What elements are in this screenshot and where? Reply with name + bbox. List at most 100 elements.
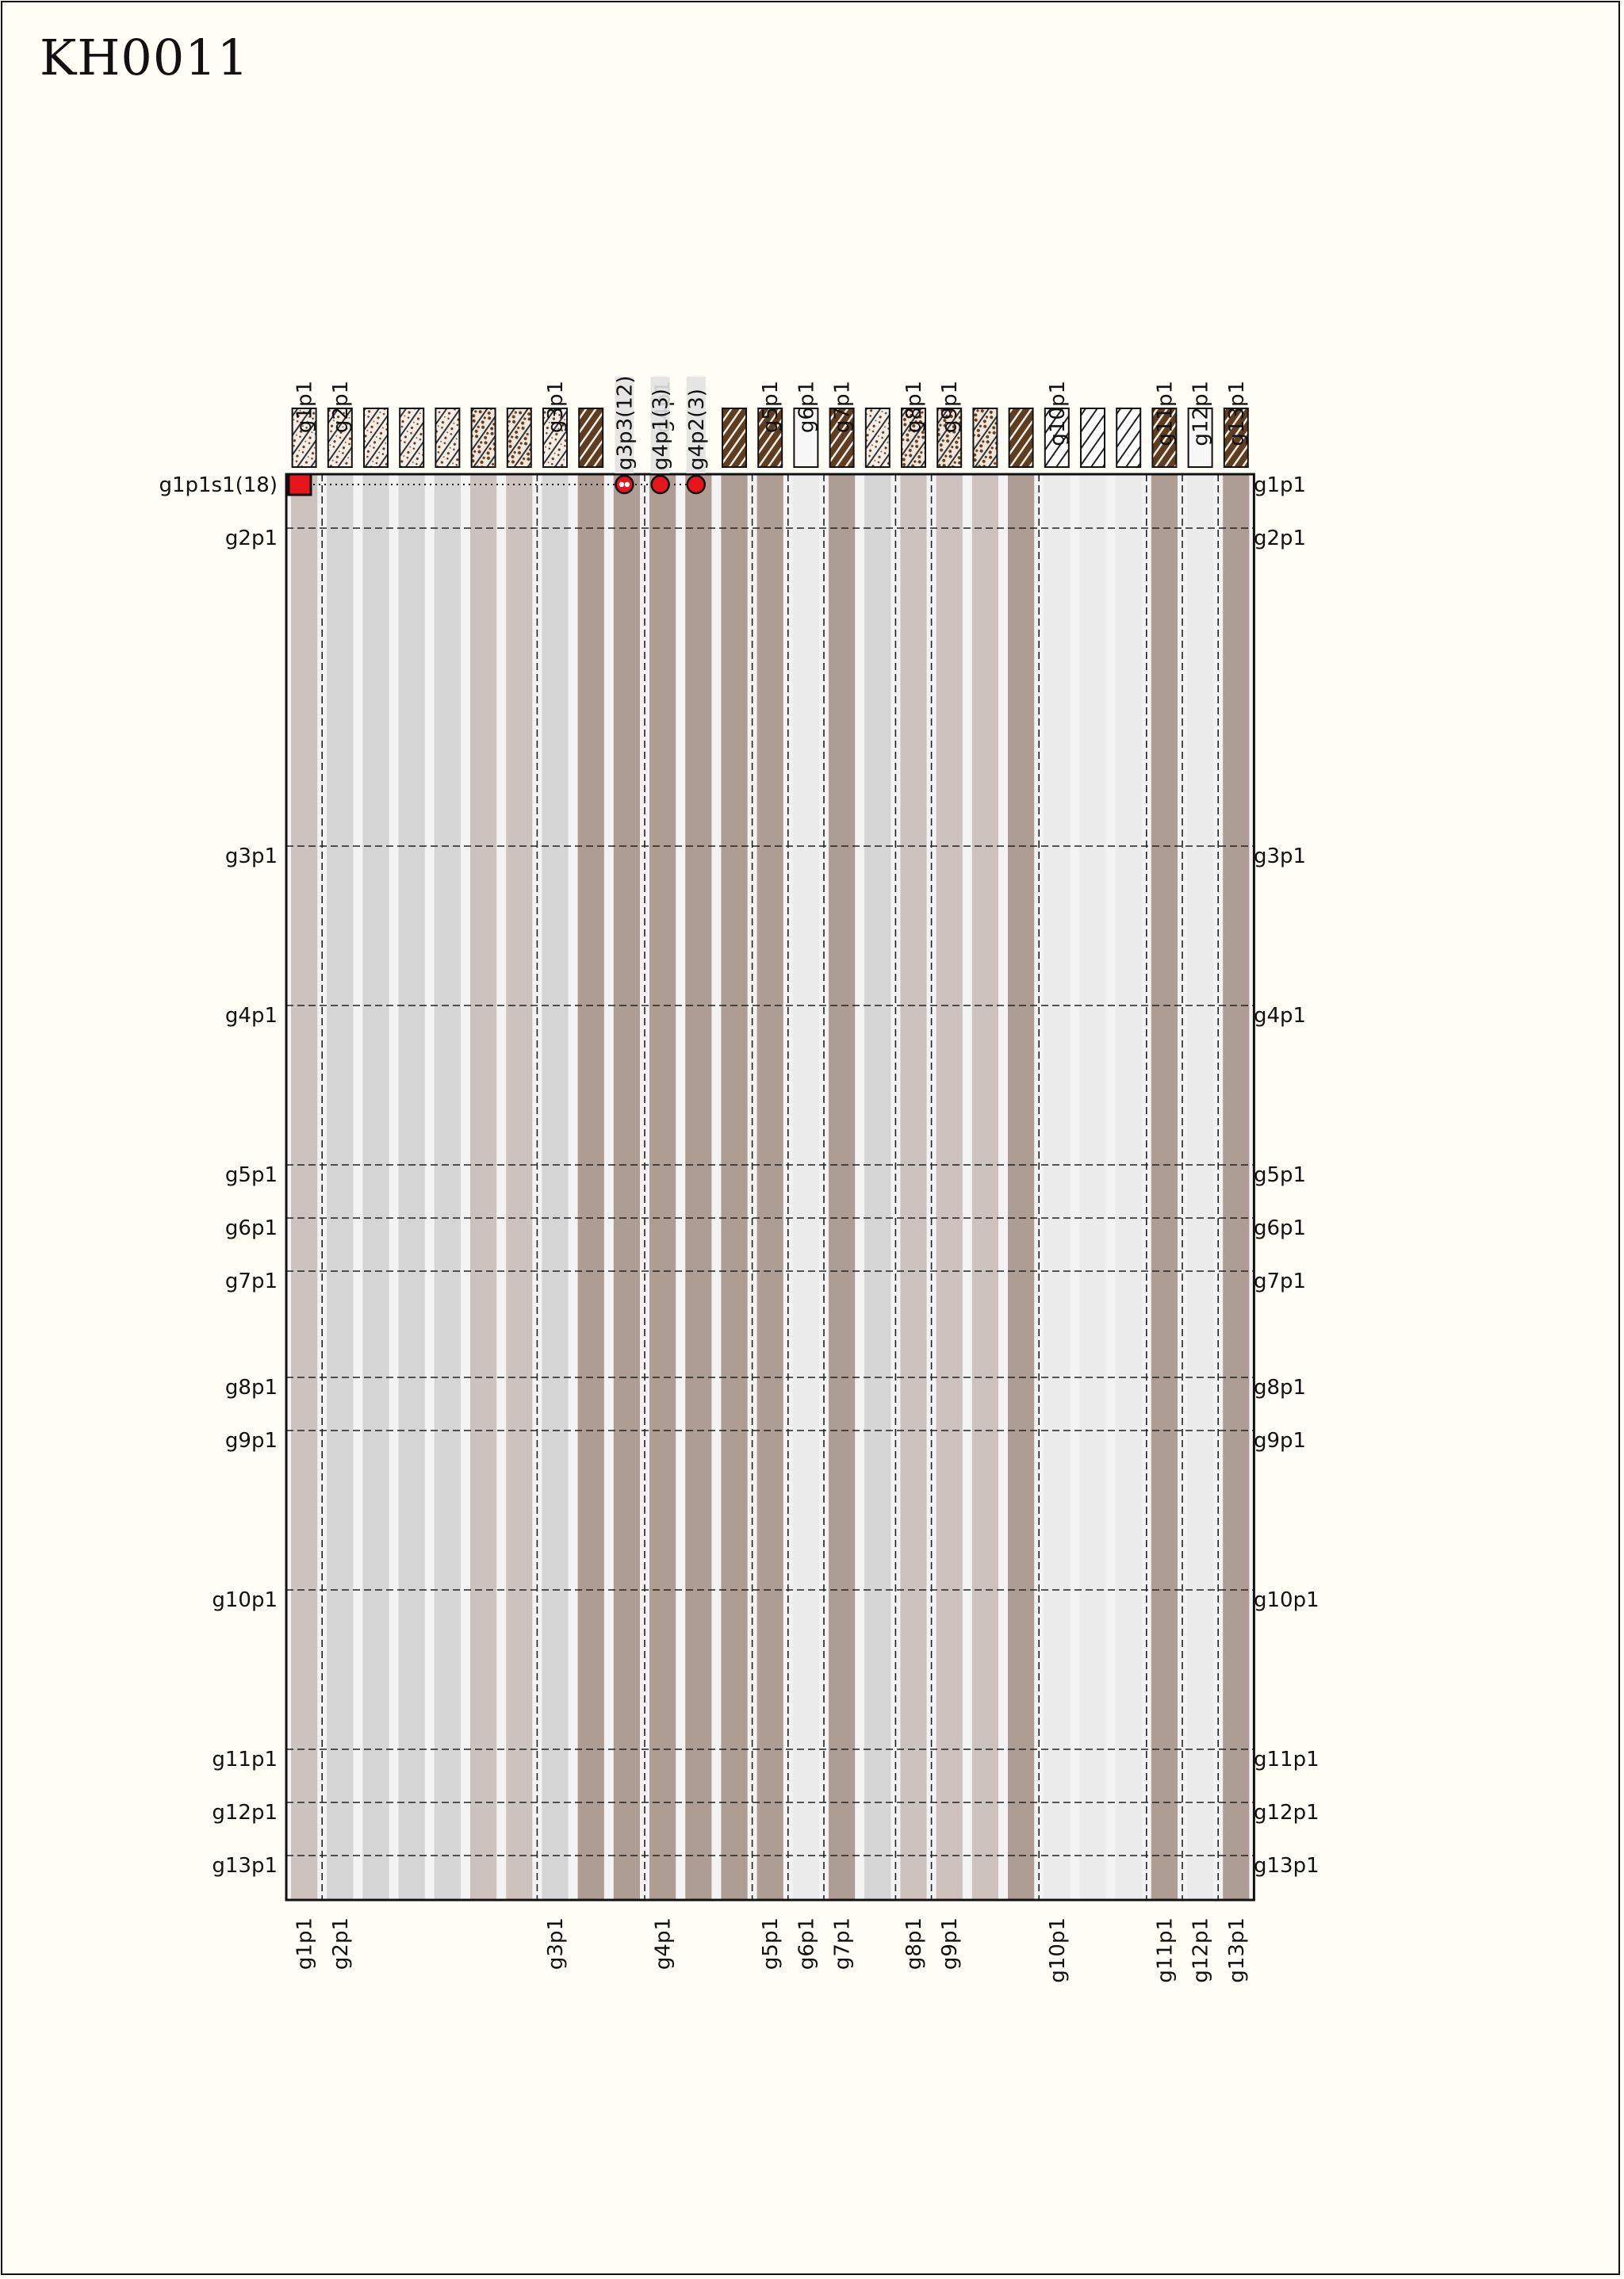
top-row-label: g1p1s1(18) [159,473,278,497]
row-labels-right: g1p1 g2p1 g3p1 g4p1 g5p1 g6p1 g7p1 g8p1 g9p1 g10p… [1254,473,1320,1878]
column-label-bottom: g5p1 [759,1917,783,1970]
column-band [577,474,604,1900]
column-swatch [291,408,317,468]
page-title: KH0011 [40,29,250,86]
column-swatch [1008,408,1034,468]
column-swatch [793,408,819,468]
column-swatch [1223,408,1249,468]
column-swatches [291,408,1249,468]
row-label-left: g12p1 [212,1801,278,1825]
column-swatch [864,408,891,468]
column-label-top: g2p1 [329,381,353,433]
column-band [792,474,819,1900]
column-band [936,474,963,1900]
circle-marker [615,474,634,495]
column-band [649,474,676,1900]
column-swatch [1080,408,1105,468]
row-label-right: g6p1 [1254,1216,1306,1240]
column-band [900,474,927,1900]
column-label-top: g10p1 [1046,381,1070,446]
column-label-bottom: g2p1 [329,1917,353,1970]
column-band [470,474,497,1900]
column-band [864,474,891,1900]
row-label-left: g10p1 [212,1588,278,1612]
column-band [362,474,389,1900]
column-label-bottom: g13p1 [1225,1917,1249,1983]
column-swatch [829,408,855,468]
column-band [971,474,998,1900]
column-swatch [1187,408,1213,468]
column-band [1187,474,1214,1900]
square-marker [287,473,312,496]
column-label-bottom: g11p1 [1153,1917,1177,1983]
column-bands [286,474,1254,1900]
column-band [1079,474,1106,1900]
column-band [721,474,748,1900]
marker-dot [624,481,630,488]
column-labels-top: g1p1g2p1g3p1g4p1g5p1g6p1g7p1g8p1g9p1g10p… [293,381,1249,446]
row-label-left: g7p1 [225,1270,278,1293]
column-label-top: g9p1 [938,381,962,433]
grid-lines [285,473,1255,1902]
column-swatch [936,408,963,468]
column-label-bottom: g10p1 [1046,1917,1070,1983]
column-swatch [506,408,532,468]
marker-label: g4p1(3) [649,389,673,470]
column-swatch [578,408,604,468]
column-label-top: g3p1 [544,381,568,433]
column-swatch [1116,408,1142,468]
row-label-right: g5p1 [1254,1163,1306,1187]
column-band [327,474,354,1900]
column-swatch [327,408,353,468]
row-label-right: g7p1 [1254,1270,1306,1293]
column-labels-bottom: g1p1 g2p1 g3p1 g4p1 g5p1 g6p1 g7p1 g8p1 g9p1 g10p… [293,1917,1249,1983]
marker-dot [619,481,625,488]
top-row-markers: g1p1s1(18) g3p3(12) g4p1(3) g4p2(3) [159,376,708,497]
column-label-bottom: g3p1 [544,1917,568,1970]
column-label-top: g13p1 [1225,381,1249,446]
column-label-top: g6p1 [795,381,818,433]
column-band [506,474,533,1900]
column-label-bottom: g1p1 [293,1917,317,1970]
column-swatch [542,408,568,468]
column-swatch [399,408,425,468]
row-labels-left: g2p1 g3p1 g4p1 g5p1 g6p1 g7p1 g8p1 g9p1 g10p1 g11… [212,527,278,1878]
row-label-left: g2p1 [225,527,278,550]
row-label-left: g13p1 [212,1854,278,1878]
column-band [1223,474,1250,1900]
row-label-right: g2p1 [1254,527,1306,550]
column-label-bottom: g8p1 [902,1917,926,1970]
column-label-top: g5p1 [759,381,783,433]
row-label-right: g4p1 [1254,1004,1306,1028]
column-band [829,474,856,1900]
row-label-right: g1p1 [1254,473,1306,497]
column-band [434,474,461,1900]
column-swatch [470,408,496,468]
column-label-top: g7p1 [831,381,855,433]
column-label-bottom: g9p1 [938,1917,962,1970]
column-band [756,474,783,1900]
row-label-left: g6p1 [225,1216,278,1240]
column-swatch [972,408,998,468]
circle-marker [686,474,707,495]
plot-border [285,473,1255,1902]
row-label-left: g4p1 [225,1004,278,1028]
row-label-right: g8p1 [1254,1376,1306,1400]
marker-label: g3p3(12) [613,376,637,470]
column-label-bottom: g6p1 [795,1917,818,1970]
column-band [1008,474,1035,1900]
row-label-left: g9p1 [225,1429,278,1453]
column-swatch [363,408,389,468]
column-swatch [435,408,461,468]
column-label-bottom: g12p1 [1189,1917,1213,1983]
column-band [542,474,569,1900]
column-swatch [757,408,783,468]
marker-label-backdrop [650,377,670,473]
marker-label-backdrop [686,377,706,473]
column-swatch [901,408,926,468]
column-band [1151,474,1178,1900]
row-label-left: g3p1 [225,845,278,868]
column-swatch [722,408,747,468]
column-band [685,474,712,1900]
